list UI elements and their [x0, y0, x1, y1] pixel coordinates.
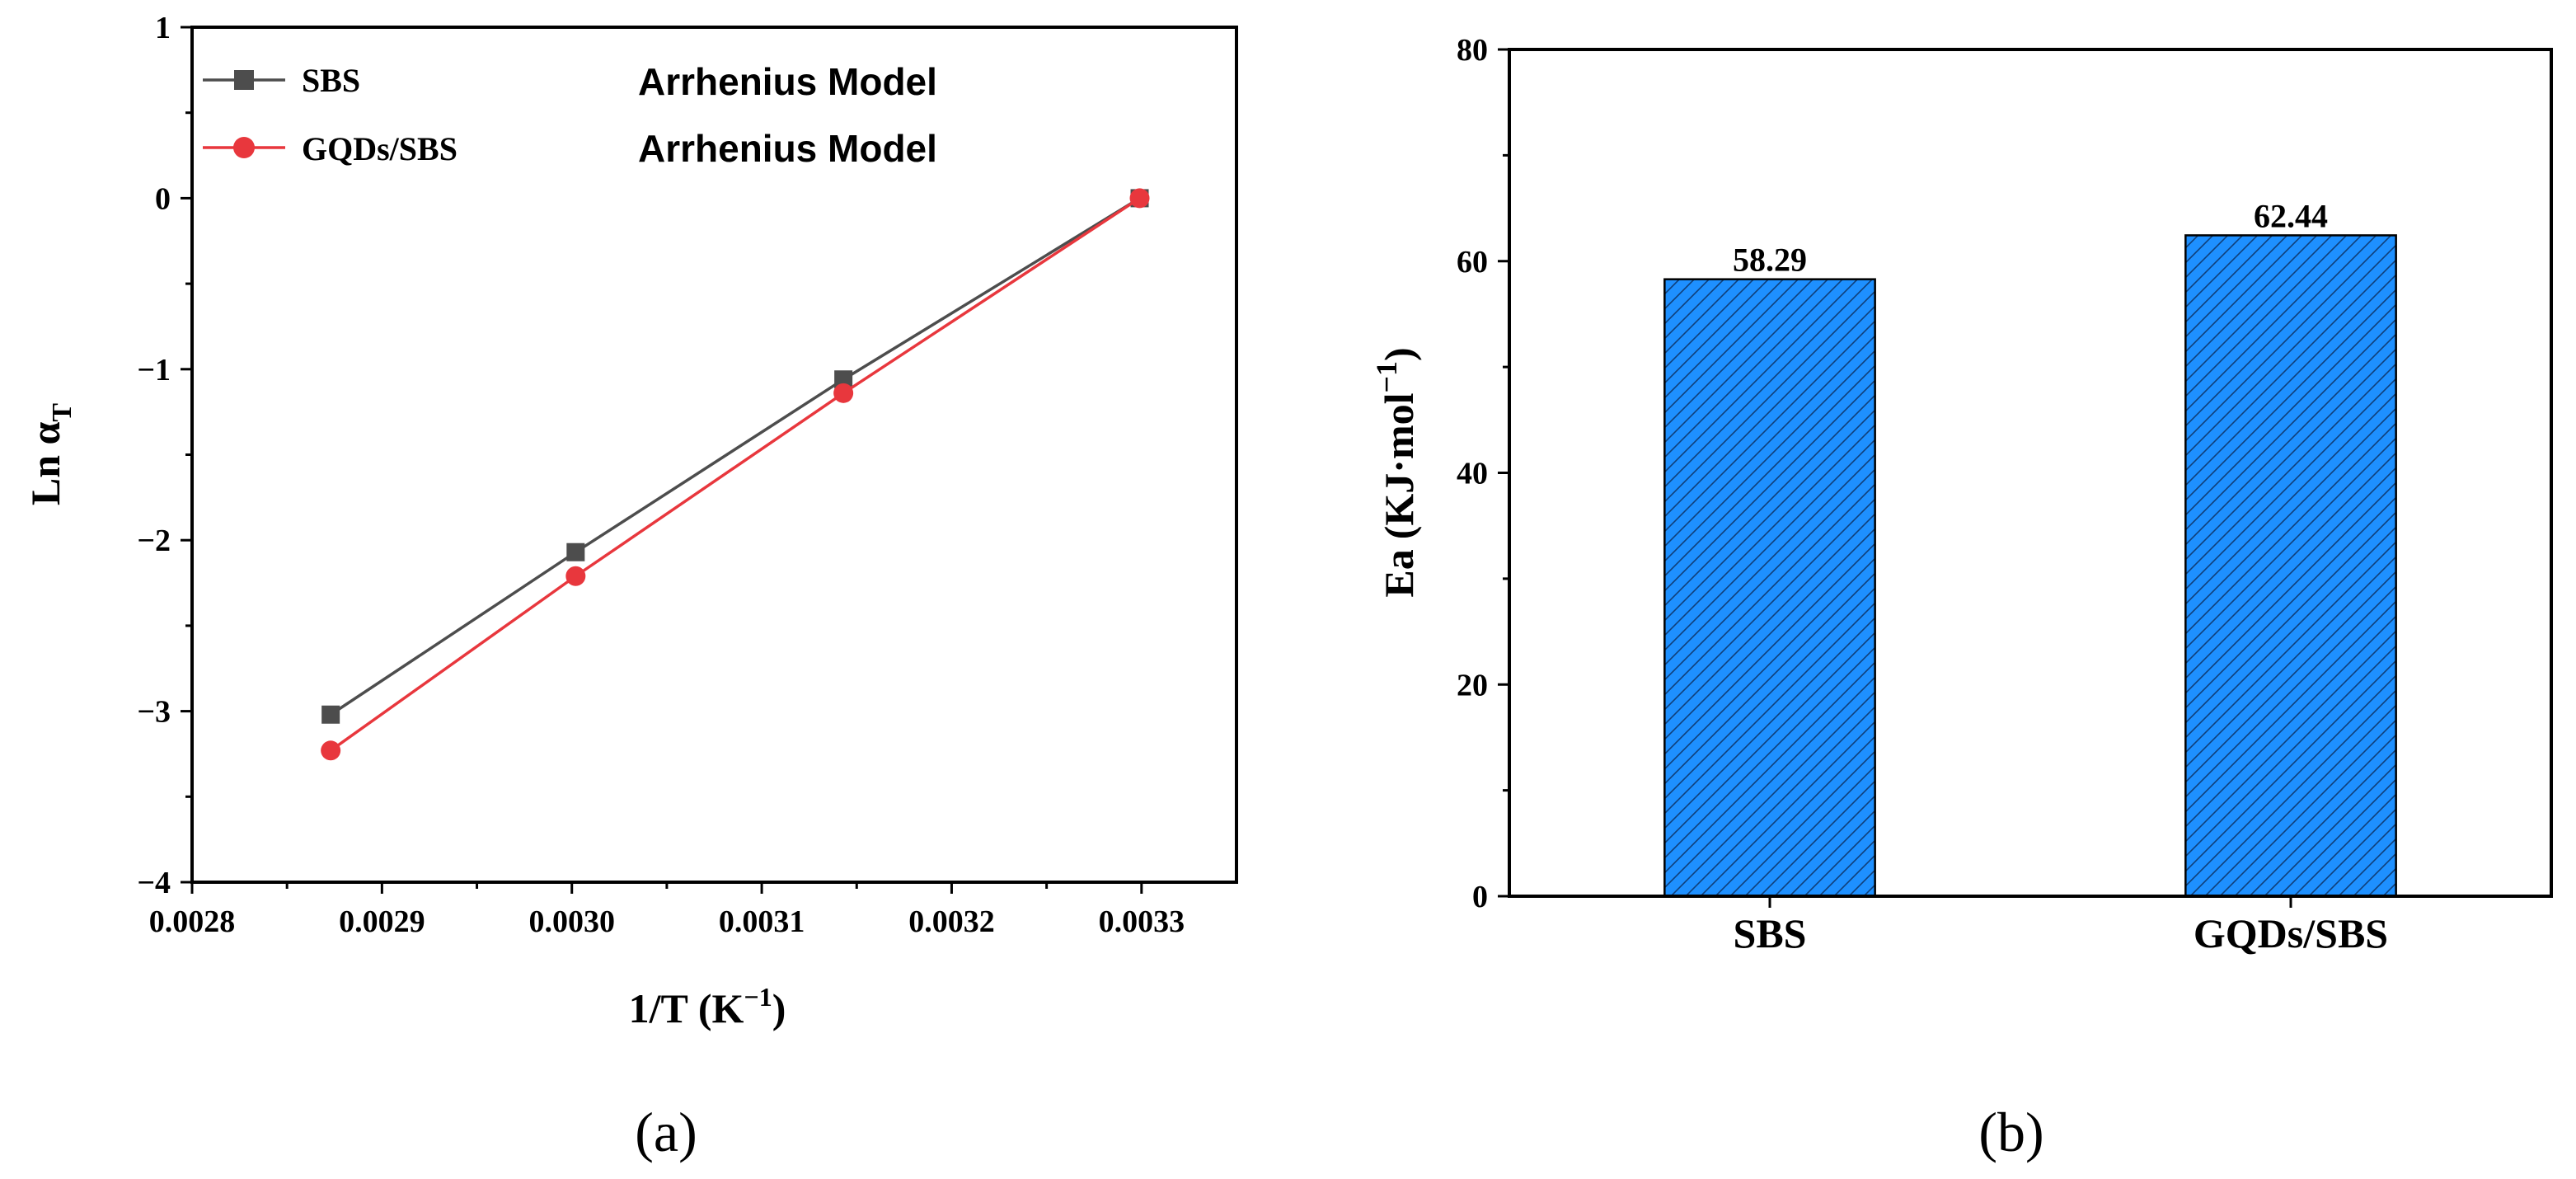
data-point-sbs	[321, 705, 340, 724]
a-legend: SBS Arrhenius Model GQDs/SBS Arrhenius M…	[203, 60, 937, 170]
bar-value-label-gqds-sbs: 62.44	[2254, 197, 2328, 234]
b-y-tick-label: 0	[1472, 880, 1488, 914]
legend-note-sbs: Arrhenius Model	[638, 60, 937, 103]
a-panel-label: (a)	[635, 1101, 697, 1163]
b-y-tick-label: 80	[1457, 33, 1488, 68]
a-y-tick-label: −2	[137, 524, 171, 558]
legend-marker-sbs	[234, 70, 254, 90]
bar-gqds-sbs	[2184, 234, 2397, 898]
b-y-axis-label: Ea(KJ·mol−1)	[1370, 347, 1422, 597]
a-x-tick-label: 0.0029	[339, 904, 425, 939]
b-y-tick-label: 20	[1457, 668, 1488, 702]
arrhenius-line-chart: 0.0028 0.0029 0.0030 0.0031 0.0032 0.0033 −4−…	[22, 11, 1238, 1163]
a-plot-frame	[190, 26, 1238, 884]
a-x-tick-label: 0.0032	[908, 904, 995, 939]
b-y-ticks: 0 20 40 60 80	[1457, 33, 1509, 914]
b-y-tick-label: 40	[1457, 457, 1488, 491]
data-point-gqds-sbs	[321, 740, 341, 761]
activation-energy-bar-chart: 0 20 40 60 80 58.29 SBS 62.44 GQDs/SBS Ea(KJ·mo…	[1370, 33, 2553, 1163]
a-x-label-unit: K	[712, 985, 744, 1031]
a-x-tick-label: 0.0030	[528, 904, 615, 939]
a-y-tick-label: −1	[137, 353, 171, 388]
data-point-sbs	[834, 370, 853, 389]
b-x-category-label-sbs: SBS	[1734, 910, 1807, 956]
a-y-tick-label: 1	[155, 11, 171, 45]
a-y-tick-label: −4	[137, 866, 171, 900]
b-plot-frame	[1508, 48, 2553, 898]
a-x-tick-label: 0.0033	[1099, 904, 1185, 939]
b-bars-layer: 58.29 SBS 62.44 GQDs/SBS	[1663, 197, 2397, 956]
a-x-axis-label: 1/T (K−1)	[629, 982, 786, 1031]
a-y-label-sub: T	[47, 403, 77, 422]
data-point-sbs	[566, 543, 585, 561]
a-x-label-main: 1/T	[629, 985, 688, 1031]
legend-label-sbs: SBS	[302, 62, 360, 99]
legend-marker-gqds	[233, 137, 255, 158]
a-y-tick-label: −3	[137, 695, 171, 730]
a-x-label-exp: −1	[744, 982, 772, 1012]
a-x-tick-label: 0.0028	[149, 904, 236, 939]
bar-value-label-sbs: 58.29	[1733, 242, 1807, 279]
series-line-sbs	[330, 196, 1141, 716]
legend-label-gqds: GQDs/SBS	[302, 130, 457, 167]
b-y-label-exp: −1	[1370, 361, 1403, 393]
legend-note-gqds: Arrhenius Model	[638, 127, 937, 170]
a-x-ticks: 0.0028 0.0029 0.0030 0.0031 0.0032 0.0033	[149, 882, 1185, 939]
b-y-label-unit: KJ·mol	[1376, 392, 1422, 525]
b-y-tick-label: 60	[1457, 245, 1488, 279]
b-y-label-main: Ea	[1376, 549, 1422, 597]
a-x-tick-label: 0.0031	[719, 904, 805, 939]
data-point-gqds-sbs	[1129, 188, 1150, 209]
data-point-gqds-sbs	[565, 566, 586, 586]
a-y-tick-label: 0	[155, 181, 171, 216]
series-line-gqds-sbs	[330, 196, 1141, 752]
b-panel-label: (b)	[1978, 1101, 2043, 1163]
a-y-axis-label: Ln αT	[22, 403, 77, 506]
a-series-layer	[321, 188, 1150, 761]
data-point-gqds-sbs	[833, 383, 854, 403]
a-y-label-main: Ln α	[22, 421, 68, 505]
a-y-ticks: −4 −3 −2 −1 0 1	[137, 11, 192, 900]
b-x-category-label-gqds-sbs: GQDs/SBS	[2194, 910, 2388, 956]
bar-sbs	[1663, 278, 1876, 898]
